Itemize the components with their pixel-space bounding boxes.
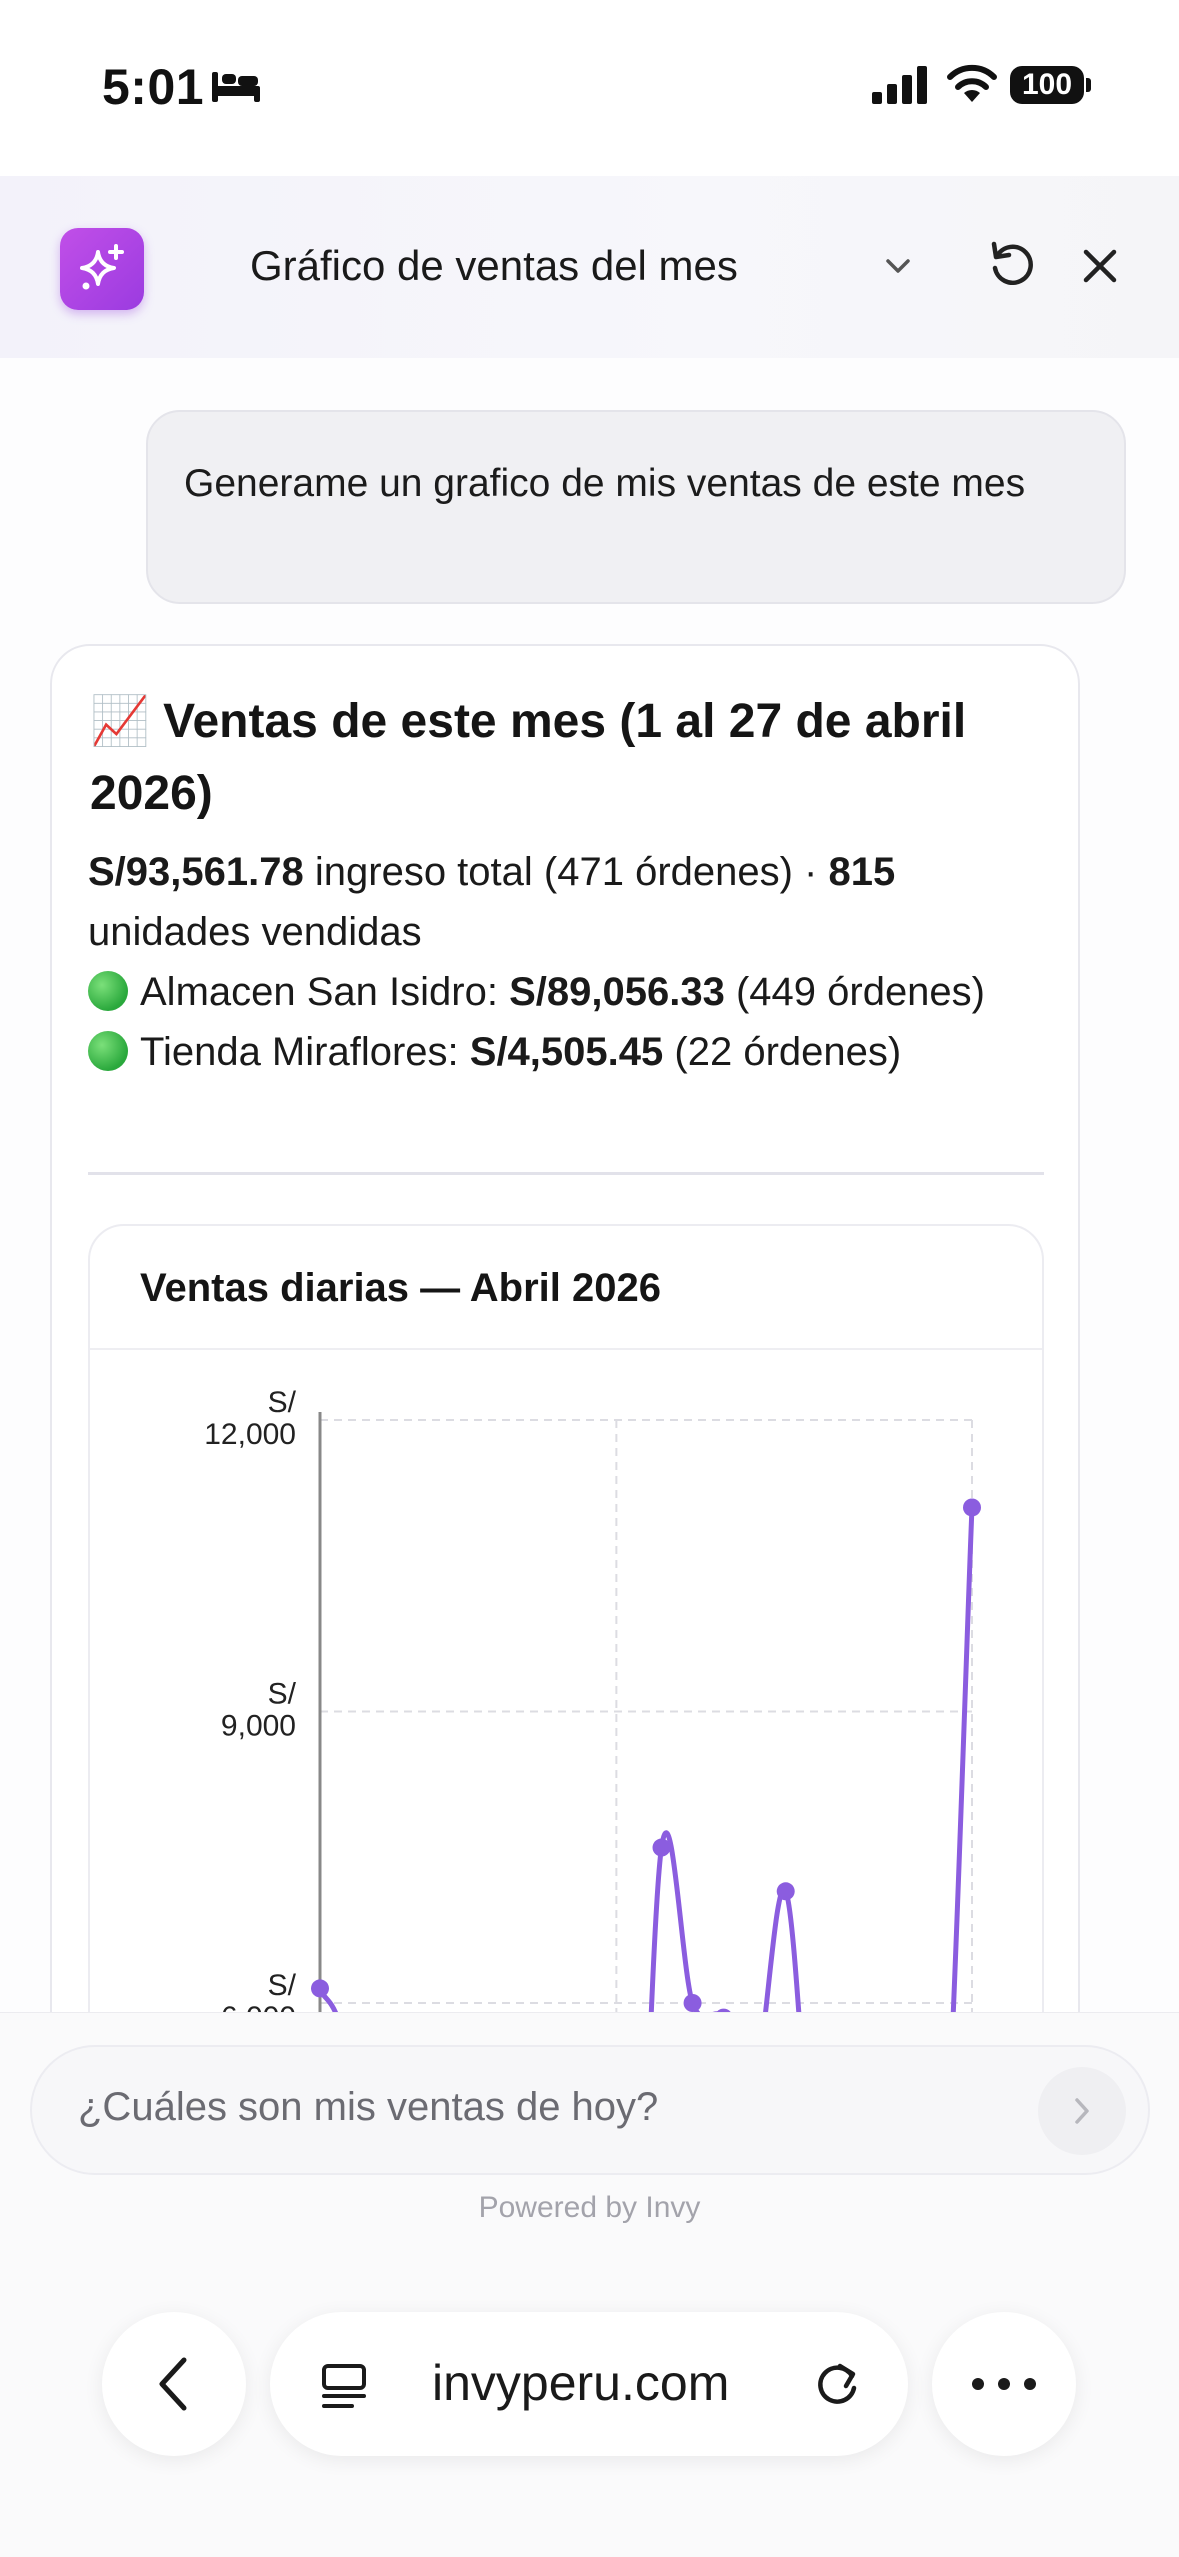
powered-by: Powered by Invy (478, 2191, 701, 2224)
sales-line (317, 1507, 975, 2012)
chart-title: Ventas diarias — Abril 2026 (140, 1266, 661, 1310)
store1-orders: (449 órdenes) (735, 970, 985, 1014)
user-message: Generame un grafico de mis ventas de est… (146, 410, 1126, 604)
more-dots-icon (972, 2378, 1036, 2390)
units-count: 815 (828, 850, 896, 894)
y-tick-label: 9,000 (221, 1710, 296, 1743)
reload-icon[interactable] (810, 2356, 866, 2412)
units-label: unidades vendidas (88, 910, 422, 954)
cellular-signal-icon (872, 66, 927, 104)
green-circle-icon (88, 1031, 128, 1071)
data-point (963, 1498, 981, 1517)
sleep-focus-icon (212, 72, 260, 102)
total-label: ingreso total (471 órdenes) · (314, 850, 818, 894)
battery-indicator: 100 (1010, 66, 1084, 104)
conversation-title[interactable]: Gráfico de ventas del mes (250, 242, 738, 289)
divider (88, 1172, 1044, 1175)
message-input-placeholder: ¿Cuáles son mis ventas de hoy? (78, 2085, 659, 2129)
composer-area: ¿Cuáles son mis ventas de hoy? Powered b… (0, 2012, 1179, 2557)
data-point (311, 1979, 329, 1998)
data-point (716, 2008, 731, 2012)
assistant-response-card: 📈 Ventas de este mes (1 al 27 de abril 2… (50, 644, 1080, 2012)
store2-orders: (22 órdenes) (674, 1030, 902, 1074)
y-tick-label: S/ (268, 1969, 297, 2002)
chart-divider (90, 1348, 1042, 1350)
status-bar: 5:01 100 (0, 0, 1179, 176)
y-tick-label: 6,000 (221, 2001, 296, 2012)
chart-card: Ventas diarias — Abril 2026 S/3,000S/6,0… (88, 1224, 1044, 2012)
store1-amount: S/89,056.33 (509, 970, 725, 1014)
data-point (683, 1994, 702, 2012)
chevron-down-icon[interactable] (880, 248, 916, 284)
chat-messages[interactable]: Generame un grafico de mis ventas de est… (0, 358, 1179, 2012)
more-button[interactable] (932, 2312, 1076, 2456)
data-point (652, 1838, 671, 1857)
status-time: 5:01 (102, 59, 205, 115)
reset-conversation-icon[interactable] (984, 236, 1040, 292)
url-text: invyperu.com (432, 2355, 730, 2411)
chevron-right-icon (1075, 2098, 1089, 2124)
battery-nub (1086, 78, 1091, 92)
store2-amount: S/4,505.45 (469, 1030, 664, 1074)
total-amount: S/93,561.78 (88, 850, 304, 894)
chat-header: Gráfico de ventas del mes (0, 176, 1179, 359)
data-point (776, 1882, 795, 1901)
store2-name: Tienda Miraflores: (140, 1030, 459, 1074)
store1-name: Almacen San Isidro: (140, 970, 498, 1014)
y-tick-label: S/ (268, 1386, 297, 1419)
address-bar[interactable]: invyperu.com (270, 2312, 908, 2456)
tabs-icon (322, 2364, 366, 2408)
sparkle-icon (80, 244, 124, 290)
assistant-app-icon (60, 228, 144, 310)
browser-back-button[interactable] (102, 2312, 246, 2456)
response-title: 📈 Ventas de este mes (1 al 27 de abril 2… (90, 695, 967, 820)
chevron-left-icon (159, 2357, 187, 2411)
close-icon[interactable] (1080, 246, 1120, 286)
send-button[interactable] (1038, 2067, 1126, 2155)
y-tick-label: S/ (268, 1678, 297, 1711)
green-circle-icon (88, 971, 128, 1011)
y-tick-label: 12,000 (204, 1418, 296, 1451)
message-input[interactable]: ¿Cuáles son mis ventas de hoy? (30, 2045, 1150, 2175)
wifi-icon (947, 64, 997, 102)
sales-summary: S/93,561.78 ingreso total (471 órdenes) … (88, 842, 1068, 1082)
